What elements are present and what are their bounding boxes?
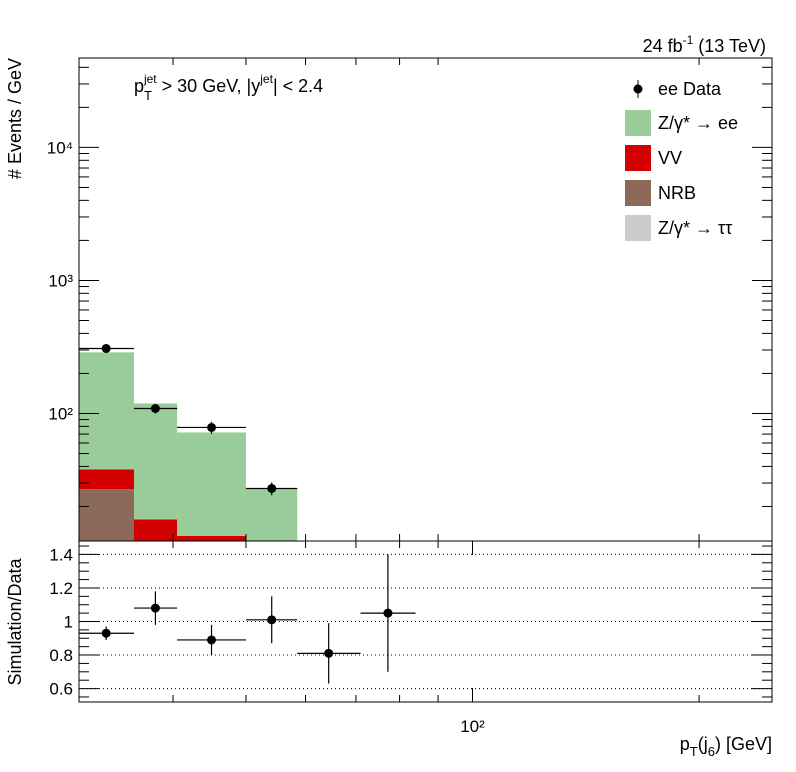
data-point <box>101 628 111 638</box>
y-tick-label: 1.2 <box>49 579 73 598</box>
cut-label: pTjet > 30 GeV, |yjet| < 2.4 <box>134 72 323 103</box>
hist-bar <box>177 535 246 541</box>
x-tick-label: 10² <box>460 717 485 736</box>
legend-label: Z/γ* → ττ <box>658 218 732 238</box>
data-point <box>267 615 277 625</box>
x-axis-label: pT(j6) [GeV] <box>680 734 772 759</box>
y-axis-label: # Events / GeV <box>5 58 25 179</box>
legend-label: ee Data <box>658 79 722 99</box>
y-tick-label: 10³ <box>48 271 73 290</box>
data-point <box>207 635 217 645</box>
y-tick-label: 1 <box>64 613 73 632</box>
y-tick-label: 1.4 <box>49 545 73 564</box>
frame <box>78 540 773 703</box>
legend-label: VV <box>658 148 682 168</box>
data-point <box>383 608 393 618</box>
hist-bar <box>245 489 298 541</box>
legend-swatch <box>625 110 651 136</box>
data-point <box>150 403 160 413</box>
legend-swatch <box>625 180 651 206</box>
data-point <box>150 603 160 613</box>
y-tick-label: 0.6 <box>49 680 73 699</box>
hist-bar <box>79 469 135 490</box>
hist-bar <box>134 519 178 541</box>
y-tick-label: 0.8 <box>49 646 73 665</box>
y-tick-label: 10⁴ <box>47 138 73 157</box>
hist-bar <box>134 403 178 520</box>
hist-bar <box>79 489 135 541</box>
lumi-label: 24 fb-1 (13 TeV) <box>643 33 766 56</box>
legend-swatch <box>625 215 651 241</box>
legend-label: Z/γ* → ee <box>658 113 738 133</box>
hist-bar <box>79 352 135 470</box>
hist-bar <box>177 432 246 536</box>
legend-swatch <box>625 145 651 171</box>
y-tick-label: 10² <box>48 404 73 423</box>
legend-label: NRB <box>658 183 696 203</box>
legend-marker <box>633 84 643 94</box>
data-point <box>324 648 334 658</box>
data-point <box>207 422 217 432</box>
data-point <box>101 343 111 353</box>
data-point <box>267 483 277 493</box>
ratio-y-axis-label: Simulation/Data <box>5 557 25 685</box>
